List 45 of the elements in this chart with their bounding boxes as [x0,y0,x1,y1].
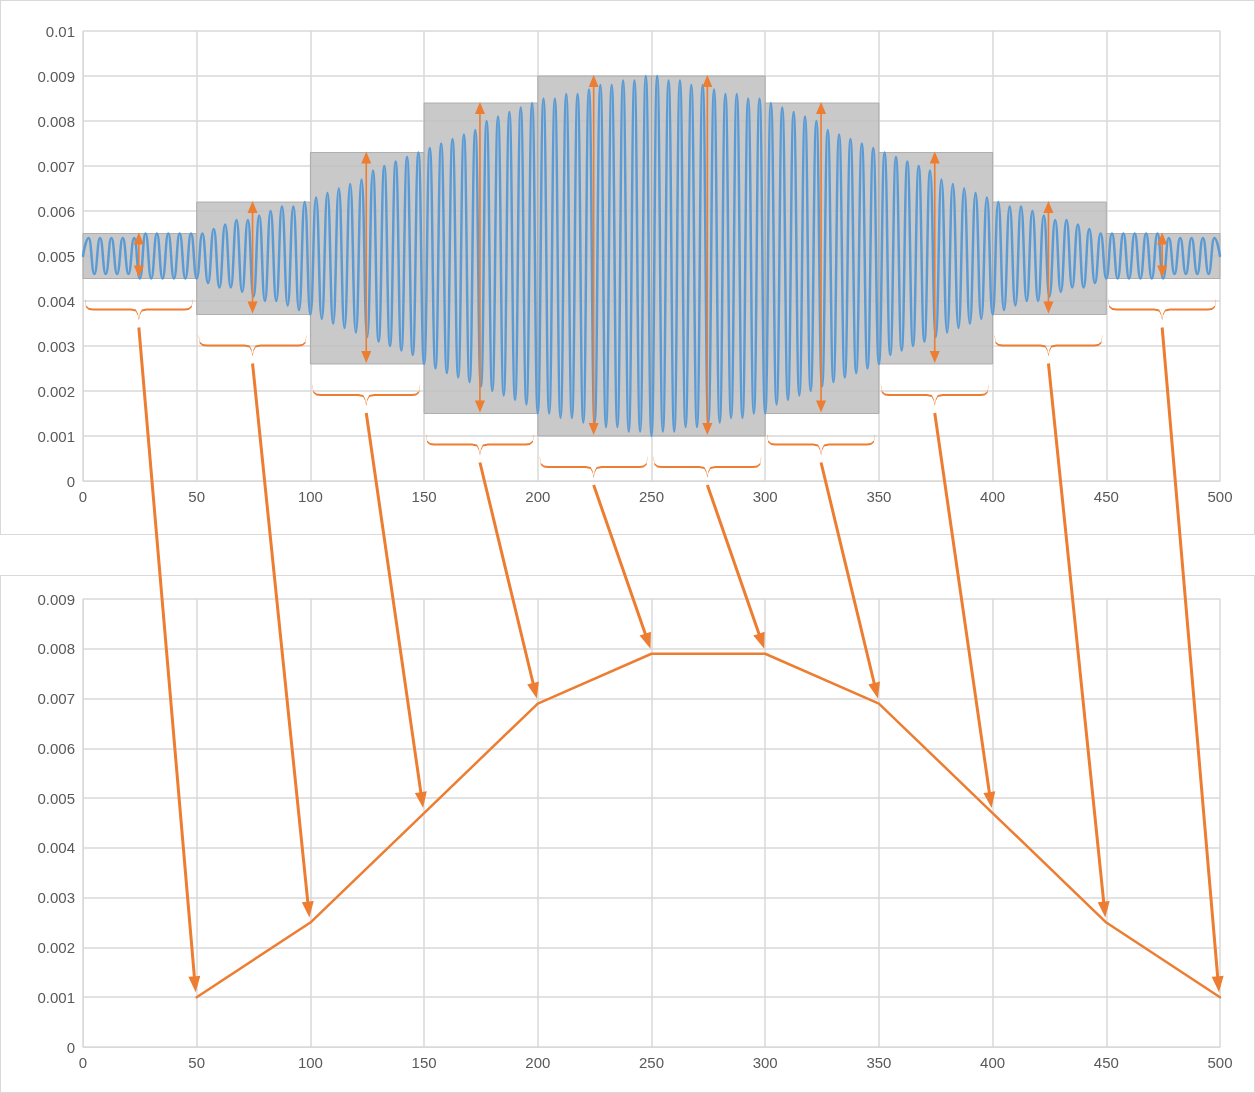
y-tick-label: 0.008 [37,640,75,658]
x-tick-label: 0 [78,488,88,505]
x-tick-label: 500 [1207,488,1233,505]
y-tick-label: 0.006 [37,739,75,757]
x-tick-label: 250 [638,488,665,505]
y-tick-label: 0.003 [37,889,75,907]
x-tick-label: 350 [866,488,892,505]
x-tick-label: 0 [78,1054,88,1071]
y-tick-label: 0.004 [37,292,75,310]
x-tick-label: 350 [866,1054,892,1071]
x-tick-label: 500 [1207,1054,1233,1071]
x-tick-label: 300 [752,488,778,505]
y-tick-label: 0.008 [37,112,75,130]
x-tick-label: 150 [411,488,437,505]
x-tick-label: 300 [752,1054,778,1071]
y-tick-label: 0.001 [37,988,75,1006]
x-tick-label: 450 [1093,1054,1119,1071]
y-tick-label: 0.009 [37,67,75,85]
x-tick-label: 200 [525,1054,551,1071]
y-tick-label: 0.002 [37,938,75,956]
x-tick-label: 50 [188,488,206,505]
x-tick-label: 250 [638,1054,665,1071]
y-tick-label: 0.007 [37,157,75,175]
y-tick-label: 0.006 [37,202,75,220]
x-tick-label: 50 [188,1054,206,1071]
line-series [81,74,1222,438]
x-tick-label: 400 [980,488,1006,505]
y-tick-label: 0.007 [37,690,75,708]
y-tick-label: 0.001 [37,427,75,445]
y-tick-label: 0 [66,1038,75,1056]
x-tick-label: 450 [1093,488,1119,505]
y-tick-label: 0 [66,472,75,490]
x-tick-label: 200 [525,488,551,505]
x-tick-label: 100 [297,1054,323,1071]
y-tick-label: 0.003 [37,337,75,355]
y-tick-label: 0.002 [37,382,75,400]
y-tick-label: 0.01 [45,22,75,40]
y-tick-label: 0.004 [37,839,75,857]
x-tick-label: 150 [411,1054,437,1071]
y-tick-label: 0.009 [37,590,75,608]
line-series [195,652,1222,999]
y-tick-label: 0.005 [37,789,75,807]
y-tick-label: 0.005 [37,247,75,265]
x-tick-label: 100 [297,488,323,505]
x-tick-label: 400 [980,1054,1006,1071]
